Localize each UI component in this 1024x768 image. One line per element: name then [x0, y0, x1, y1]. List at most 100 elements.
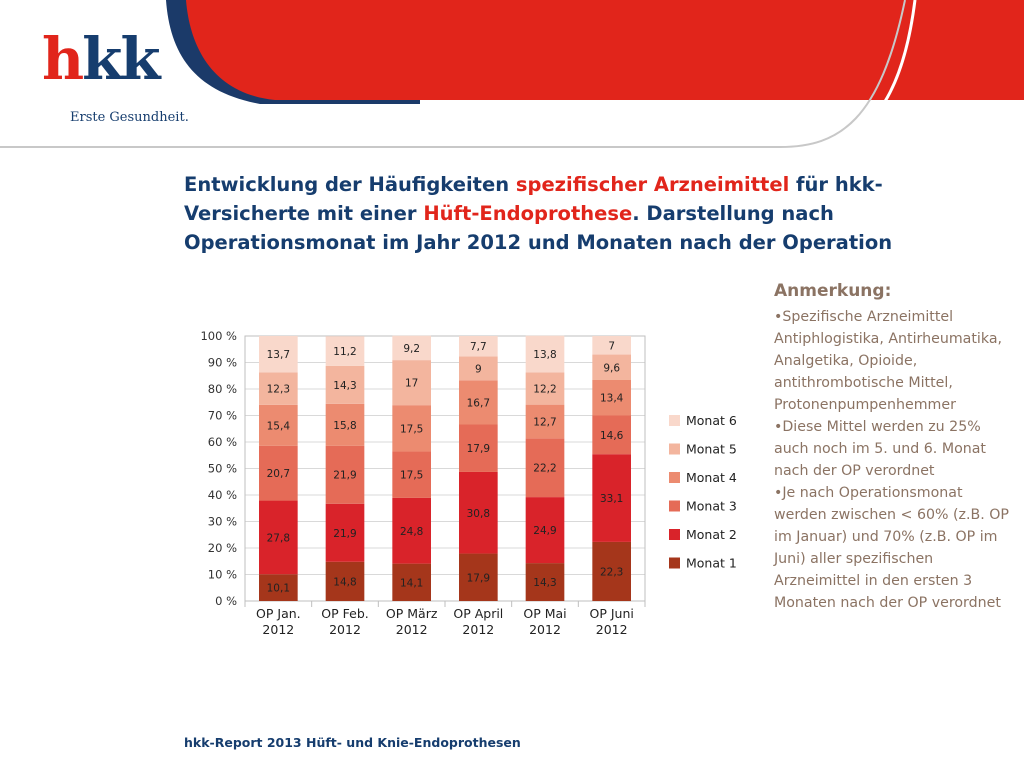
legend-swatch	[669, 472, 680, 483]
bar-segment	[259, 372, 298, 405]
data-label: 12,3	[267, 384, 290, 396]
data-label: 33,1	[600, 493, 623, 505]
note-item: •Spezifische Arzneimittel Antiphlogistik…	[774, 309, 1003, 413]
bar-segment	[459, 553, 498, 601]
header-banner	[0, 0, 1024, 149]
x-category-label: OP Mai	[523, 606, 566, 621]
data-label: 13,8	[533, 349, 556, 361]
data-label: 20,7	[267, 468, 290, 480]
bar-segment	[592, 415, 631, 455]
title-highlight-2: Hüft-Endoprothese	[423, 202, 633, 225]
data-label: 7	[608, 340, 615, 352]
data-label: 13,7	[267, 349, 290, 361]
hkk-logo: hkk	[42, 30, 161, 88]
legend-swatch	[669, 415, 680, 426]
bar-segment	[259, 404, 298, 446]
data-label: 15,8	[333, 420, 356, 432]
data-label: 21,9	[333, 528, 356, 540]
note-item: •Je nach Operationsmonat werden zwischen…	[774, 485, 1009, 611]
data-label: 22,3	[600, 566, 623, 578]
data-label: 17	[405, 378, 418, 390]
title-part-3: . Darstellung nach Operationsmonat im Ja…	[184, 202, 893, 254]
legend-label: Monat 4	[686, 470, 737, 485]
data-label: 24,9	[533, 525, 556, 537]
y-tick-label: 60 %	[208, 435, 237, 449]
notes-panel: Anmerkung: •Spezifische Arzneimittel Ant…	[774, 280, 1010, 614]
y-tick-label: 40 %	[208, 488, 237, 502]
x-category-label: 2012	[329, 622, 361, 637]
data-label: 14,3	[333, 380, 356, 392]
bar-segment	[459, 356, 498, 381]
footer-text: hkk-Report 2013 Hüft- und Knie-Endoproth…	[184, 735, 521, 750]
bar-segment	[592, 336, 631, 355]
x-category-label: 2012	[596, 622, 628, 637]
data-label: 15,4	[267, 420, 291, 432]
title-part-2: für hkk-Versicherte mit einer	[184, 173, 883, 225]
y-tick-label: 100 %	[200, 329, 237, 343]
legend-swatch	[669, 443, 680, 455]
bar-segment	[592, 379, 631, 416]
bar-segment	[459, 336, 498, 357]
bar-segment	[525, 438, 565, 498]
legend-label: Monat 3	[686, 499, 737, 514]
data-label: 17,5	[400, 423, 423, 435]
bar-segment	[392, 335, 431, 361]
notes-heading: Anmerkung:	[774, 281, 892, 301]
data-label: 12,7	[533, 416, 556, 428]
bar-segment	[325, 445, 365, 504]
stacked-bar-chart: 0 % 10 % 20 % 30 % 40 % 50 % 60 % 70 % 80 % 90 % 1…	[200, 329, 737, 637]
y-tick-label: 20 %	[208, 541, 237, 555]
legend-label: Monat 2	[686, 527, 737, 542]
data-label: 14,8	[333, 576, 356, 588]
x-category-label: OP April	[453, 606, 503, 621]
legend-label: Monat 1	[686, 556, 737, 571]
legend-swatch	[669, 529, 680, 540]
data-label: 14,3	[533, 577, 556, 589]
banner-red-shape	[186, 0, 1024, 100]
banner-white-curve	[829, 0, 917, 149]
bar-segment	[259, 500, 298, 575]
x-category-label: OP Jan.	[256, 606, 301, 621]
bar-segment	[325, 561, 365, 601]
legend-label: Monat 6	[686, 413, 737, 428]
bar-segment	[459, 424, 498, 472]
bar-segment	[259, 574, 298, 601]
title-part-1: Entwicklung der Häufigkeiten	[184, 173, 516, 196]
data-label: 7,7	[470, 341, 487, 353]
x-category-label: OP Juni	[589, 606, 633, 621]
bar-segment	[392, 563, 431, 601]
data-label: 27,8	[267, 532, 290, 544]
y-tick-label: 50 %	[208, 462, 237, 476]
bar-segment	[392, 360, 431, 406]
legend-swatch	[669, 557, 680, 569]
data-label: 16,7	[467, 397, 490, 409]
data-label: 21,9	[333, 470, 356, 482]
bar-segment	[325, 403, 365, 446]
y-tick-label: 10 %	[208, 568, 237, 582]
slide-title: Entwicklung der Häufigkeiten spezifische…	[184, 170, 964, 257]
bar-segment	[525, 497, 565, 564]
x-category-label: 2012	[396, 622, 428, 637]
bar-segment	[259, 445, 298, 501]
x-category-label: 2012	[262, 622, 294, 637]
y-tick-label: 90 %	[208, 356, 237, 370]
note-item: •Diese Mittel werden zu 25% auch noch im…	[774, 419, 986, 479]
data-label: 11,2	[333, 346, 356, 358]
x-category-label: 2012	[462, 622, 494, 637]
data-label: 17,9	[467, 572, 490, 584]
bar-segment	[325, 503, 365, 562]
logo-letter-h: h	[42, 25, 84, 93]
banner-grey-curve	[0, 0, 906, 148]
data-label: 14,1	[400, 577, 423, 589]
bar-segment	[325, 365, 365, 404]
x-category-label: 2012	[529, 622, 561, 637]
y-tick-label: 30 %	[208, 515, 237, 529]
logo-letters-kk: kk	[82, 25, 160, 93]
bar-segment	[525, 335, 565, 373]
title-highlight-1: spezifischer Arzneimittel	[515, 173, 790, 196]
data-label: 10,1	[267, 583, 290, 595]
y-tick-label: 80 %	[208, 382, 237, 396]
bar-segment	[392, 451, 431, 498]
bar-segment	[325, 336, 365, 366]
data-label: 13,4	[600, 393, 624, 405]
